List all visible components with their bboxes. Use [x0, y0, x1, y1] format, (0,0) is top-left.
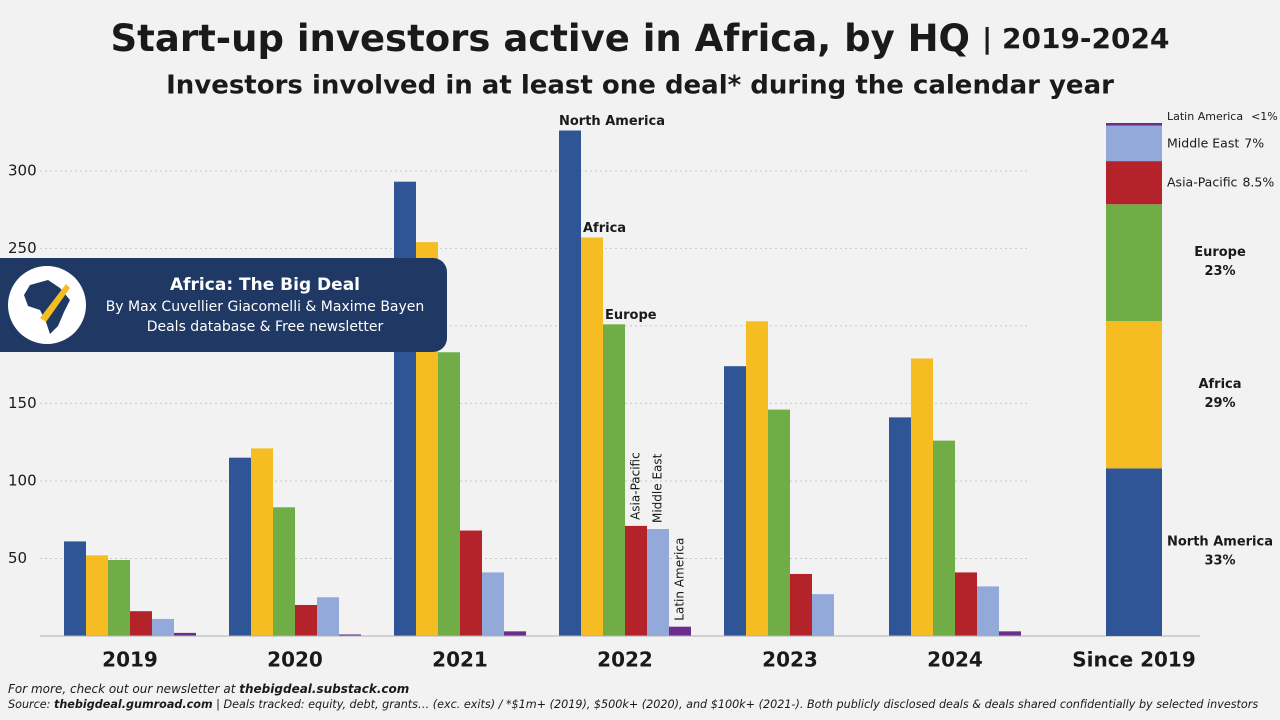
stack-segment [1106, 204, 1162, 322]
stack-segment [1106, 125, 1162, 162]
bar [746, 321, 768, 636]
bar [812, 594, 834, 636]
stack-segment [1106, 468, 1162, 636]
plot: 501001502002503002019202020212022North A… [8, 110, 1278, 672]
bar [504, 631, 526, 636]
y-tick-label: 50 [8, 549, 27, 567]
banner-line: By Max Cuvellier Giacomelli & Maxime Bay… [106, 299, 425, 315]
x-tick-label: 2019 [102, 648, 158, 672]
bar [999, 631, 1021, 636]
bar [64, 541, 86, 636]
bar [889, 417, 911, 636]
bar [229, 457, 251, 636]
bar [152, 618, 174, 636]
stack-segment [1106, 161, 1162, 205]
x-tick-label: 2024 [927, 648, 983, 672]
bar [273, 507, 295, 636]
footer-text: For more, check out our newsletter at [8, 682, 239, 696]
logo-africa [24, 280, 70, 334]
bar [559, 130, 581, 636]
banner: Africa: The Big Deal By Max Cuvellier Gi… [0, 258, 447, 352]
series-label: Africa [583, 221, 626, 236]
y-tick-label: 100 [8, 471, 37, 489]
banner-title: Africa: The Big Deal [170, 275, 360, 295]
chart-subtitle: Investors involved in at least one deal*… [166, 71, 1114, 101]
bar [339, 634, 361, 636]
footer-line: For more, check out our newsletter at th… [8, 682, 409, 696]
bar [174, 632, 196, 636]
segment-name: North America [1167, 535, 1273, 550]
stack-segment [1106, 123, 1162, 126]
segment-label: 29% [1204, 396, 1235, 411]
segment-name: Europe [1194, 245, 1246, 260]
bar [669, 626, 691, 636]
y-tick-label: 150 [8, 394, 37, 412]
bar [647, 529, 669, 636]
series-label: Middle East [651, 453, 665, 523]
bar [130, 611, 152, 636]
bar [724, 366, 746, 636]
segment-label-group: Latin America <1% [1167, 110, 1278, 123]
bar [438, 352, 460, 636]
bar [460, 530, 482, 636]
bar [768, 409, 790, 636]
series-label: North America [559, 114, 665, 129]
x-tick-label: 2020 [267, 648, 323, 672]
segment-label-group: Middle East 7% [1167, 135, 1264, 150]
bar [108, 560, 130, 636]
banner-box [0, 258, 447, 352]
footer-link: thebigdeal.gumroad.com [54, 698, 213, 711]
segment-label: 23% [1204, 264, 1235, 279]
bar [394, 181, 416, 636]
series-label: Europe [605, 308, 657, 323]
bar [977, 586, 999, 636]
title-period: | 2019-2024 [982, 22, 1169, 55]
bar [581, 237, 603, 637]
x-tick-label: 2022 [597, 648, 653, 672]
segment-name: Latin America [1167, 110, 1243, 123]
y-tick-label: 250 [8, 239, 37, 257]
footer-text: | Deals tracked: equity, debt, grants… (… [213, 698, 1259, 711]
y-tick-label: 300 [8, 161, 37, 179]
bar [317, 597, 339, 636]
segment-label: <1% [1251, 110, 1278, 123]
stack-segment [1106, 321, 1162, 469]
segment-label: 7% [1244, 135, 1264, 150]
segment-name: Asia-Pacific [1167, 174, 1238, 189]
footer-text: Source: [8, 698, 54, 711]
footer-link: thebigdeal.substack.com [239, 682, 409, 696]
chart-title: Start-up investors active in Africa, by … [111, 17, 1170, 60]
segment-label: 8.5% [1242, 174, 1274, 189]
bar [603, 324, 625, 636]
logo-rocket [40, 284, 70, 322]
bar [86, 555, 108, 636]
series-label: Asia-Pacific [629, 452, 643, 520]
title-main: Start-up investors active in Africa, by … [111, 17, 971, 60]
x-tick-label: 2021 [432, 648, 488, 672]
segment-label-group: Asia-Pacific 8.5% [1167, 174, 1274, 189]
x-tick-label: Since 2019 [1072, 648, 1196, 672]
banner-line: Deals database & Free newsletter [147, 319, 384, 335]
bar [955, 572, 977, 636]
bar [790, 573, 812, 636]
bar [625, 525, 647, 636]
segment-name: Africa [1198, 377, 1241, 392]
x-tick-label: 2023 [762, 648, 818, 672]
bar [482, 572, 504, 636]
bar [251, 448, 273, 636]
series-label: Latin America [673, 538, 687, 621]
segment-label: 33% [1204, 554, 1235, 569]
segment-name: Middle East [1167, 135, 1239, 150]
bar [933, 440, 955, 636]
bar [295, 604, 317, 636]
bar [911, 358, 933, 636]
footer-line: Source: thebigdeal.gumroad.com | Deals t… [8, 698, 1258, 711]
